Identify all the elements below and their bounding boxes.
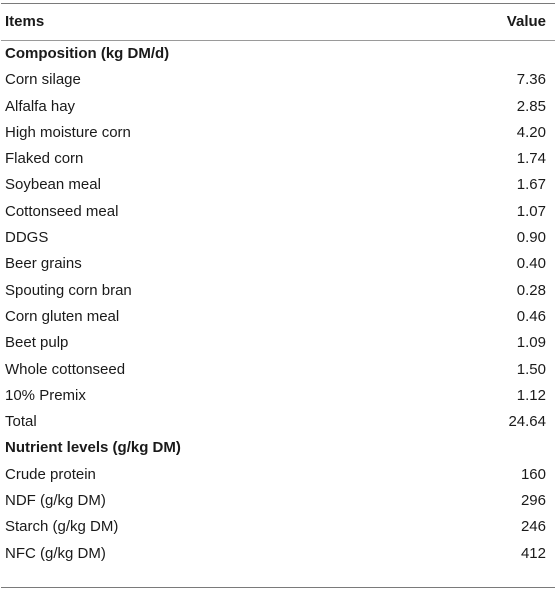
table-bottom-rule	[1, 587, 555, 588]
row-value: 0.40	[516, 255, 546, 273]
row-value: 1.74	[516, 150, 546, 168]
row-label: Whole cottonseed	[5, 360, 126, 378]
table-row: Cottonseed meal 1.07	[0, 199, 556, 225]
table-row: Spouting corn bran 0.28	[0, 278, 556, 304]
table-row: Beet pulp 1.09	[0, 330, 556, 356]
row-label: Flaked corn	[5, 150, 84, 168]
table-row: Alfalfa hay 2.85	[0, 94, 556, 120]
table-row: DDGS 0.90	[0, 225, 556, 251]
row-value: 1.07	[516, 202, 546, 220]
row-value: 0.90	[516, 229, 546, 247]
table-row: Crude protein 160	[0, 462, 556, 488]
row-label: Beer grains	[5, 255, 82, 273]
header-items: Items	[5, 13, 45, 30]
row-label: Corn gluten meal	[5, 307, 120, 325]
table-row: NFC (g/kg DM) 412	[0, 541, 556, 567]
table-row: Starch (g/kg DM) 246	[0, 514, 556, 540]
row-value: 1.50	[516, 360, 546, 378]
table-body: Composition (kg DM/d) Corn silage 7.36 Alfa…	[0, 41, 556, 567]
row-label: Starch (g/kg DM)	[5, 518, 119, 536]
row-value: 0.46	[516, 307, 546, 325]
row-label: High moisture corn	[5, 123, 131, 141]
row-value: 1.67	[516, 176, 546, 194]
row-value: 2.85	[516, 97, 546, 115]
header-value: Value	[506, 13, 546, 30]
table-row: High moisture corn 4.20	[0, 120, 556, 146]
row-value: 412	[520, 544, 546, 562]
row-label: Crude protein	[5, 465, 96, 483]
table-row: 10% Premix 1.12	[0, 383, 556, 409]
table-row: Flaked corn 1.74	[0, 146, 556, 172]
row-value: 1.09	[516, 334, 546, 352]
row-label: 10% Premix	[5, 386, 86, 404]
section-title: Composition (kg DM/d)	[5, 45, 170, 62]
section-header-row: Nutrient levels (g/kg DM)	[0, 435, 556, 461]
row-value: 246	[520, 518, 546, 536]
table-row: Whole cottonseed 1.50	[0, 357, 556, 383]
row-value: 7.36	[516, 71, 546, 89]
row-label: Total	[5, 413, 37, 431]
header-rule	[1, 40, 555, 41]
row-label: NDF (g/kg DM)	[5, 492, 106, 510]
row-label: Corn silage	[5, 71, 81, 89]
table-header: Items Value	[0, 4, 556, 40]
table-row: Corn silage 7.36	[0, 67, 556, 93]
table-row: Soybean meal 1.67	[0, 172, 556, 198]
row-label: NFC (g/kg DM)	[5, 544, 106, 562]
table-top-rule	[1, 3, 555, 4]
row-label: Beet pulp	[5, 334, 69, 352]
table-row: NDF (g/kg DM) 296	[0, 488, 556, 514]
row-label: DDGS	[5, 229, 49, 247]
table-row: Total 24.64	[0, 409, 556, 435]
row-value: 296	[520, 492, 546, 510]
row-value: 4.20	[516, 123, 546, 141]
row-value: 1.12	[516, 386, 546, 404]
section-title: Nutrient levels (g/kg DM)	[5, 439, 181, 457]
section-header-row: Composition (kg DM/d)	[0, 41, 556, 67]
row-label: Soybean meal	[5, 176, 101, 194]
row-value: 24.64	[508, 413, 546, 431]
row-label: Cottonseed meal	[5, 202, 119, 220]
row-value: 0.28	[516, 281, 546, 299]
table-row: Corn gluten meal 0.46	[0, 304, 556, 330]
row-label: Alfalfa hay	[5, 97, 76, 115]
row-value: 160	[520, 465, 546, 483]
row-label: Spouting corn bran	[5, 281, 132, 299]
table-row: Beer grains 0.40	[0, 251, 556, 277]
